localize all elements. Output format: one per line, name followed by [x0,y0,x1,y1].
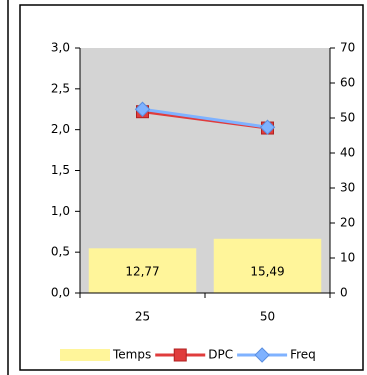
legend-label: Temps [112,348,151,362]
y-tick-label: 1,5 [51,163,70,177]
y-tick-label: 2,5 [51,81,70,95]
bar [213,238,322,293]
line [142,107,268,129]
y-tick-label: 2,0 [51,122,70,136]
y2-tick-label: 50 [340,111,355,125]
y2-tick-label: 30 [340,181,355,195]
y-tick-label: 0,0 [51,286,70,300]
value-label: 15,49 [250,265,284,279]
y2-tick-label: 40 [340,146,355,160]
legend-label: Freq [290,348,316,362]
marker [173,348,187,362]
y-tick-label: 0,5 [51,245,70,259]
y2-tick-label: 60 [340,76,355,90]
chart-frame [19,4,364,371]
y2-tick-label: 10 [340,251,355,265]
y2-tick-label: 0 [340,286,348,300]
y2-tick-label: 20 [340,216,355,230]
x-tick-label: 50 [260,310,275,324]
bar [88,248,197,293]
marker [134,101,151,117]
marker [254,347,270,363]
value-label: 12,77 [125,265,159,279]
x-tick-label: 25 [135,310,150,324]
marker [259,119,276,135]
y2-tick-label: 70 [340,41,355,55]
legend-label: DPC [208,348,233,362]
y-tick-label: 1,0 [51,204,70,218]
legend-swatch [60,349,110,361]
y-tick-label: 3,0 [51,41,70,55]
